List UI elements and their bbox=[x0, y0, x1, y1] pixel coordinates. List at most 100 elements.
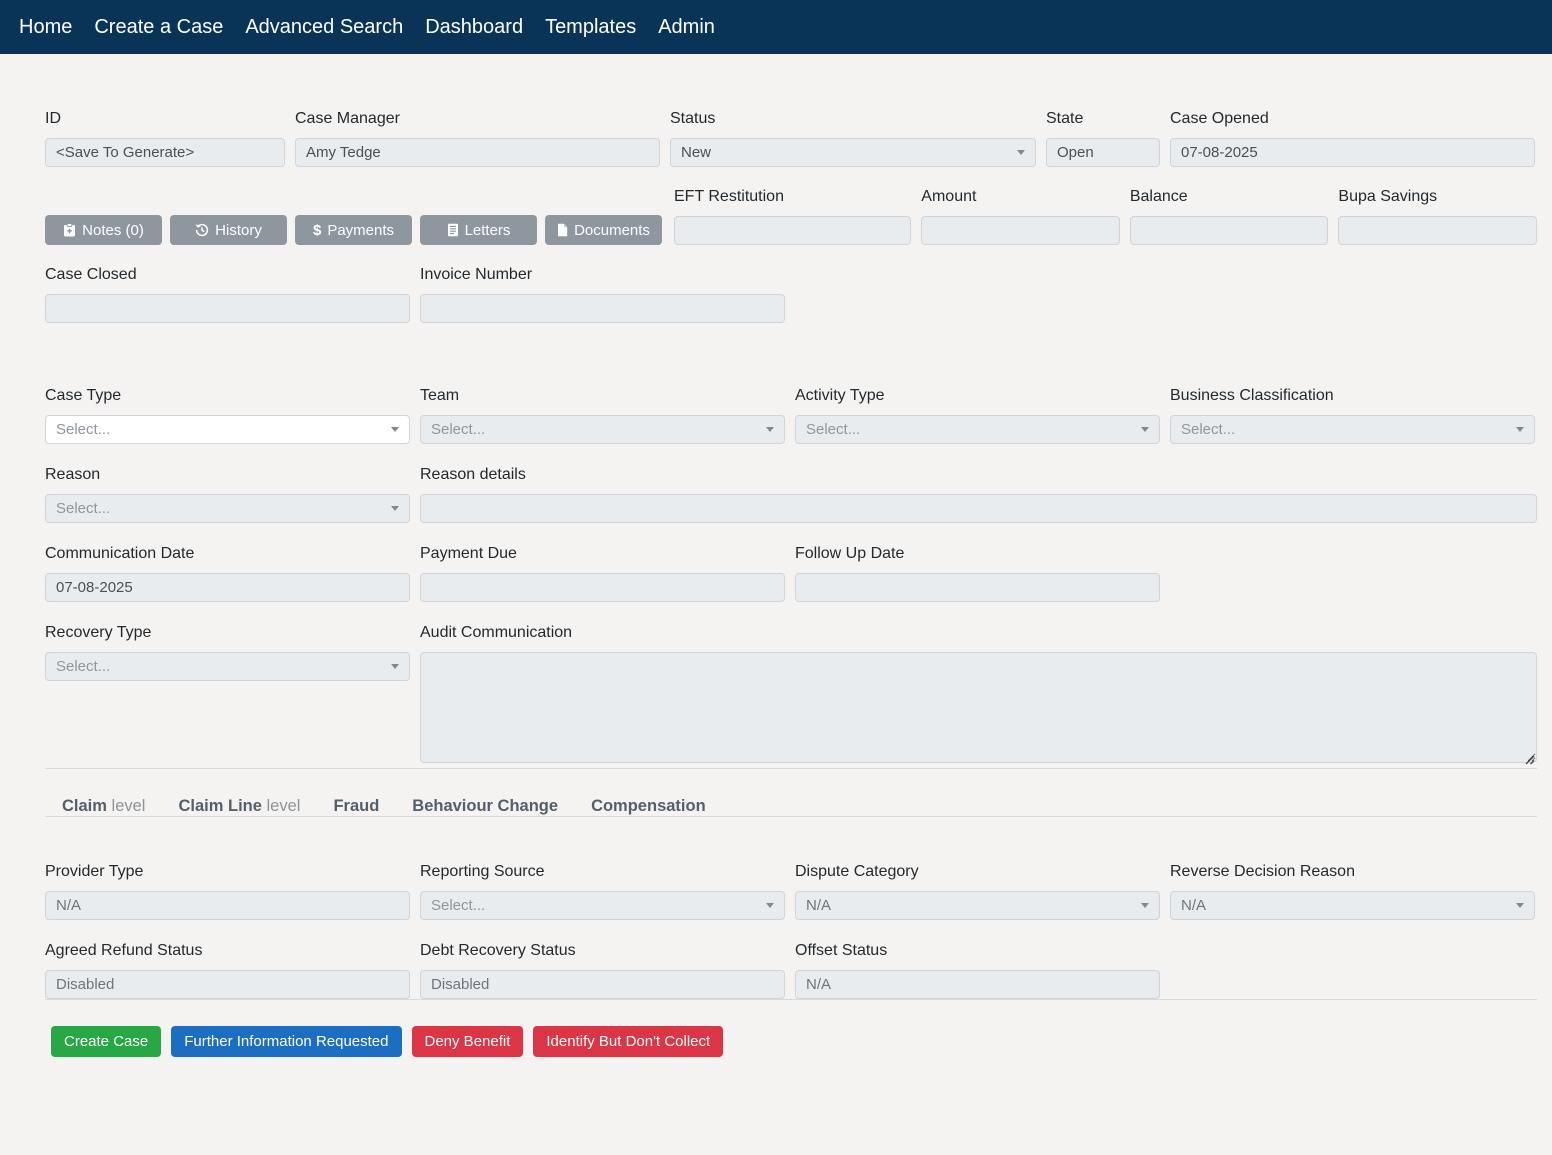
letters-button-label: Letters bbox=[464, 221, 511, 239]
reason-details-input[interactable] bbox=[420, 494, 1537, 523]
amount-input[interactable] bbox=[921, 216, 1120, 245]
amount-label: Amount bbox=[921, 188, 977, 205]
case-manager-input[interactable] bbox=[295, 138, 660, 167]
history-icon bbox=[195, 223, 209, 237]
case-action-buttons: Notes (0) History $ Payments Letters Doc… bbox=[45, 215, 662, 245]
dispute-category-select[interactable]: N/A bbox=[795, 891, 1160, 920]
offset-status-input[interactable] bbox=[795, 970, 1160, 999]
case-opened-input[interactable] bbox=[1170, 138, 1535, 167]
reverse-decision-reason-value: N/A bbox=[1181, 897, 1207, 914]
history-button-label: History bbox=[215, 221, 262, 239]
letters-icon bbox=[447, 223, 458, 237]
payments-button-label: Payments bbox=[327, 221, 395, 239]
letters-button[interactable]: Letters bbox=[420, 215, 537, 245]
nav-admin[interactable]: Admin bbox=[658, 16, 715, 38]
create-case-button[interactable]: Create Case bbox=[51, 1026, 162, 1057]
invoice-number-input[interactable] bbox=[420, 294, 785, 323]
state-input[interactable] bbox=[1046, 138, 1160, 167]
footer-actions: Create Case Further Information Requeste… bbox=[45, 1026, 1537, 1057]
section-divider bbox=[45, 816, 1537, 817]
invoice-number-label: Invoice Number bbox=[420, 266, 533, 283]
tab-fraud[interactable]: Fraud bbox=[333, 797, 379, 816]
reason-placeholder: Select... bbox=[56, 500, 111, 517]
deny-benefit-button[interactable]: Deny Benefit bbox=[411, 1026, 524, 1057]
balance-input[interactable] bbox=[1129, 216, 1329, 245]
reporting-source-placeholder: Select... bbox=[431, 897, 486, 914]
documents-button-label: Documents bbox=[574, 221, 650, 239]
reason-label: Reason bbox=[45, 466, 101, 483]
audit-communication-label: Audit Communication bbox=[420, 624, 573, 641]
case-closed-label: Case Closed bbox=[45, 266, 137, 283]
case-type-label: Case Type bbox=[45, 387, 122, 404]
reason-select[interactable]: Select... bbox=[45, 494, 410, 523]
section-divider bbox=[45, 999, 1537, 1000]
status-select[interactable]: New bbox=[670, 138, 1036, 167]
payments-button[interactable]: $ Payments bbox=[295, 215, 412, 245]
debt-recovery-status-label: Debt Recovery Status bbox=[420, 942, 576, 959]
team-select[interactable]: Select... bbox=[420, 415, 785, 444]
bupa-savings-input[interactable] bbox=[1338, 216, 1537, 245]
nav-create-a-case[interactable]: Create a Case bbox=[94, 16, 224, 38]
reason-details-label: Reason details bbox=[420, 466, 526, 483]
nav-home[interactable]: Home bbox=[19, 16, 73, 38]
tab-claim-level[interactable]: Claim level bbox=[62, 797, 145, 816]
case-opened-label: Case Opened bbox=[1170, 110, 1269, 127]
tab-claim-line-level-strong: Claim Line bbox=[178, 797, 262, 815]
dollar-icon: $ bbox=[312, 221, 322, 239]
identify-but-dont-collect-button[interactable]: Identify But Don't Collect bbox=[533, 1026, 724, 1057]
chevron-down-icon bbox=[766, 427, 774, 432]
business-classification-placeholder: Select... bbox=[1181, 421, 1236, 438]
nav-dashboard[interactable]: Dashboard bbox=[425, 16, 524, 38]
communication-date-input[interactable] bbox=[45, 573, 410, 602]
reverse-decision-reason-select[interactable]: N/A bbox=[1170, 891, 1535, 920]
follow-up-date-input[interactable] bbox=[795, 573, 1160, 602]
documents-icon bbox=[558, 223, 568, 237]
reporting-source-select[interactable]: Select... bbox=[420, 891, 785, 920]
chevron-down-icon bbox=[1141, 427, 1149, 432]
communication-date-label: Communication Date bbox=[45, 545, 195, 562]
case-type-select[interactable]: Select... bbox=[45, 415, 410, 444]
documents-button[interactable]: Documents bbox=[545, 215, 662, 245]
status-label: Status bbox=[670, 110, 716, 127]
chevron-down-icon bbox=[1516, 427, 1524, 432]
chevron-down-icon bbox=[391, 506, 399, 511]
tab-behaviour-change[interactable]: Behaviour Change bbox=[412, 797, 558, 816]
nav-advanced-search[interactable]: Advanced Search bbox=[245, 16, 404, 38]
case-type-placeholder: Select... bbox=[56, 421, 111, 438]
activity-type-select[interactable]: Select... bbox=[795, 415, 1160, 444]
tab-compensation[interactable]: Compensation bbox=[591, 797, 706, 816]
payment-due-input[interactable] bbox=[420, 573, 785, 602]
recovery-type-select[interactable]: Select... bbox=[45, 652, 410, 681]
agreed-refund-status-input[interactable] bbox=[45, 970, 410, 999]
tab-claim-line-level-rest: level bbox=[261, 797, 301, 815]
chevron-down-icon bbox=[391, 427, 399, 432]
tab-claim-level-rest: level bbox=[106, 797, 146, 815]
tab-fraud-strong: Fraud bbox=[333, 797, 380, 815]
id-input[interactable] bbox=[45, 138, 285, 167]
tab-claim-line-level[interactable]: Claim Line level bbox=[178, 797, 300, 816]
notes-button[interactable]: Notes (0) bbox=[45, 215, 162, 245]
state-label: State bbox=[1046, 110, 1084, 127]
team-label: Team bbox=[420, 387, 460, 404]
activity-type-placeholder: Select... bbox=[806, 421, 861, 438]
debt-recovery-status-input[interactable] bbox=[420, 970, 785, 999]
case-form: ID Case Manager Status New State Case Op… bbox=[0, 54, 1552, 1057]
tab-claim-level-strong: Claim bbox=[62, 797, 107, 815]
eft-restitution-input[interactable] bbox=[674, 216, 912, 245]
audit-communication-textarea[interactable] bbox=[420, 652, 1537, 763]
eft-restitution-label: EFT Restitution bbox=[674, 188, 784, 205]
provider-type-label: Provider Type bbox=[45, 863, 144, 880]
recovery-type-label: Recovery Type bbox=[45, 624, 152, 641]
agreed-refund-status-label: Agreed Refund Status bbox=[45, 942, 203, 959]
recovery-type-placeholder: Select... bbox=[56, 658, 111, 675]
provider-type-input[interactable] bbox=[45, 891, 410, 920]
chevron-down-icon bbox=[1017, 150, 1025, 155]
business-classification-select[interactable]: Select... bbox=[1170, 415, 1535, 444]
case-closed-input[interactable] bbox=[45, 294, 410, 323]
nav-templates[interactable]: Templates bbox=[545, 16, 637, 38]
offset-status-label: Offset Status bbox=[795, 942, 888, 959]
further-information-requested-button[interactable]: Further Information Requested bbox=[171, 1026, 402, 1057]
balance-label: Balance bbox=[1129, 188, 1188, 205]
history-button[interactable]: History bbox=[170, 215, 287, 245]
status-value: New bbox=[681, 144, 712, 161]
